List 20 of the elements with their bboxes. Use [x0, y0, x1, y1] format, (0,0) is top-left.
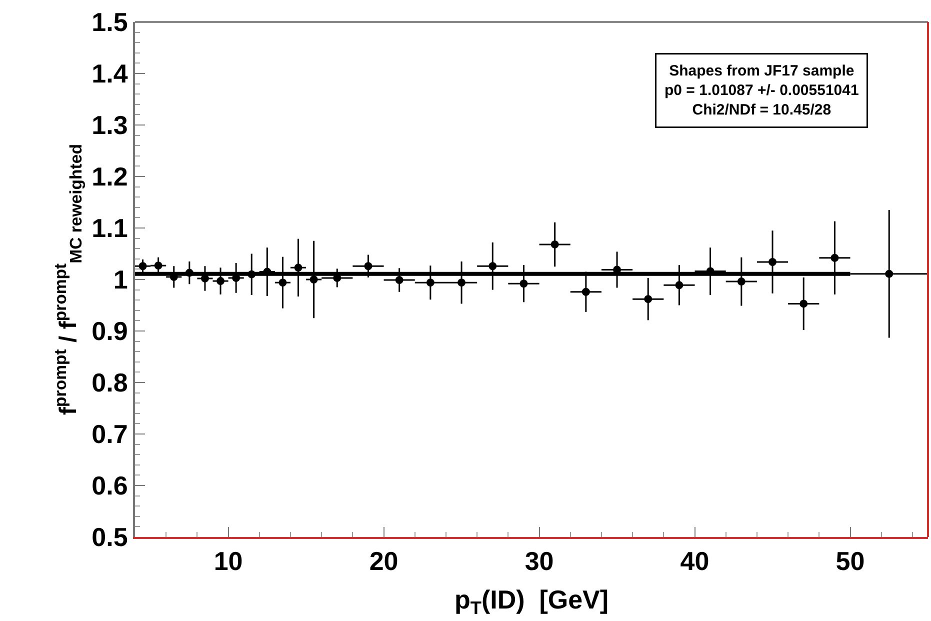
y-tick-label: 0.7 [92, 419, 128, 450]
y-tick-label: 0.6 [92, 470, 128, 501]
y-tick-label: 0.8 [92, 368, 128, 398]
y-tick-label: 1.1 [92, 213, 128, 244]
x-axis-title: p$_{T}$(ID) [GeV] [454, 584, 609, 618]
y-tick-label: 1.5 [92, 7, 128, 38]
x-tick-label: 40 [680, 546, 710, 576]
y-tick-label: 1.3 [92, 110, 128, 140]
annotation: p0 = 1.01087 +/- 0.00551041 [664, 82, 859, 99]
y-tick-label: 0.9 [92, 316, 128, 346]
y-tick-label: 1.4 [92, 58, 128, 89]
x-tick-label: 10 [214, 546, 243, 576]
annotation: Chi2/NDf = 10.45/28 [692, 102, 832, 118]
x-tick-label: 30 [524, 546, 554, 576]
y-tick-label: 1 [113, 264, 128, 295]
x-tick-label: 20 [369, 546, 398, 576]
annotation: Shapes from JF17 sample [669, 62, 854, 80]
y-tick-label: 1.2 [92, 162, 128, 192]
x-tick-label: 50 [836, 546, 865, 576]
y-tick-label: 0.5 [92, 522, 128, 552]
